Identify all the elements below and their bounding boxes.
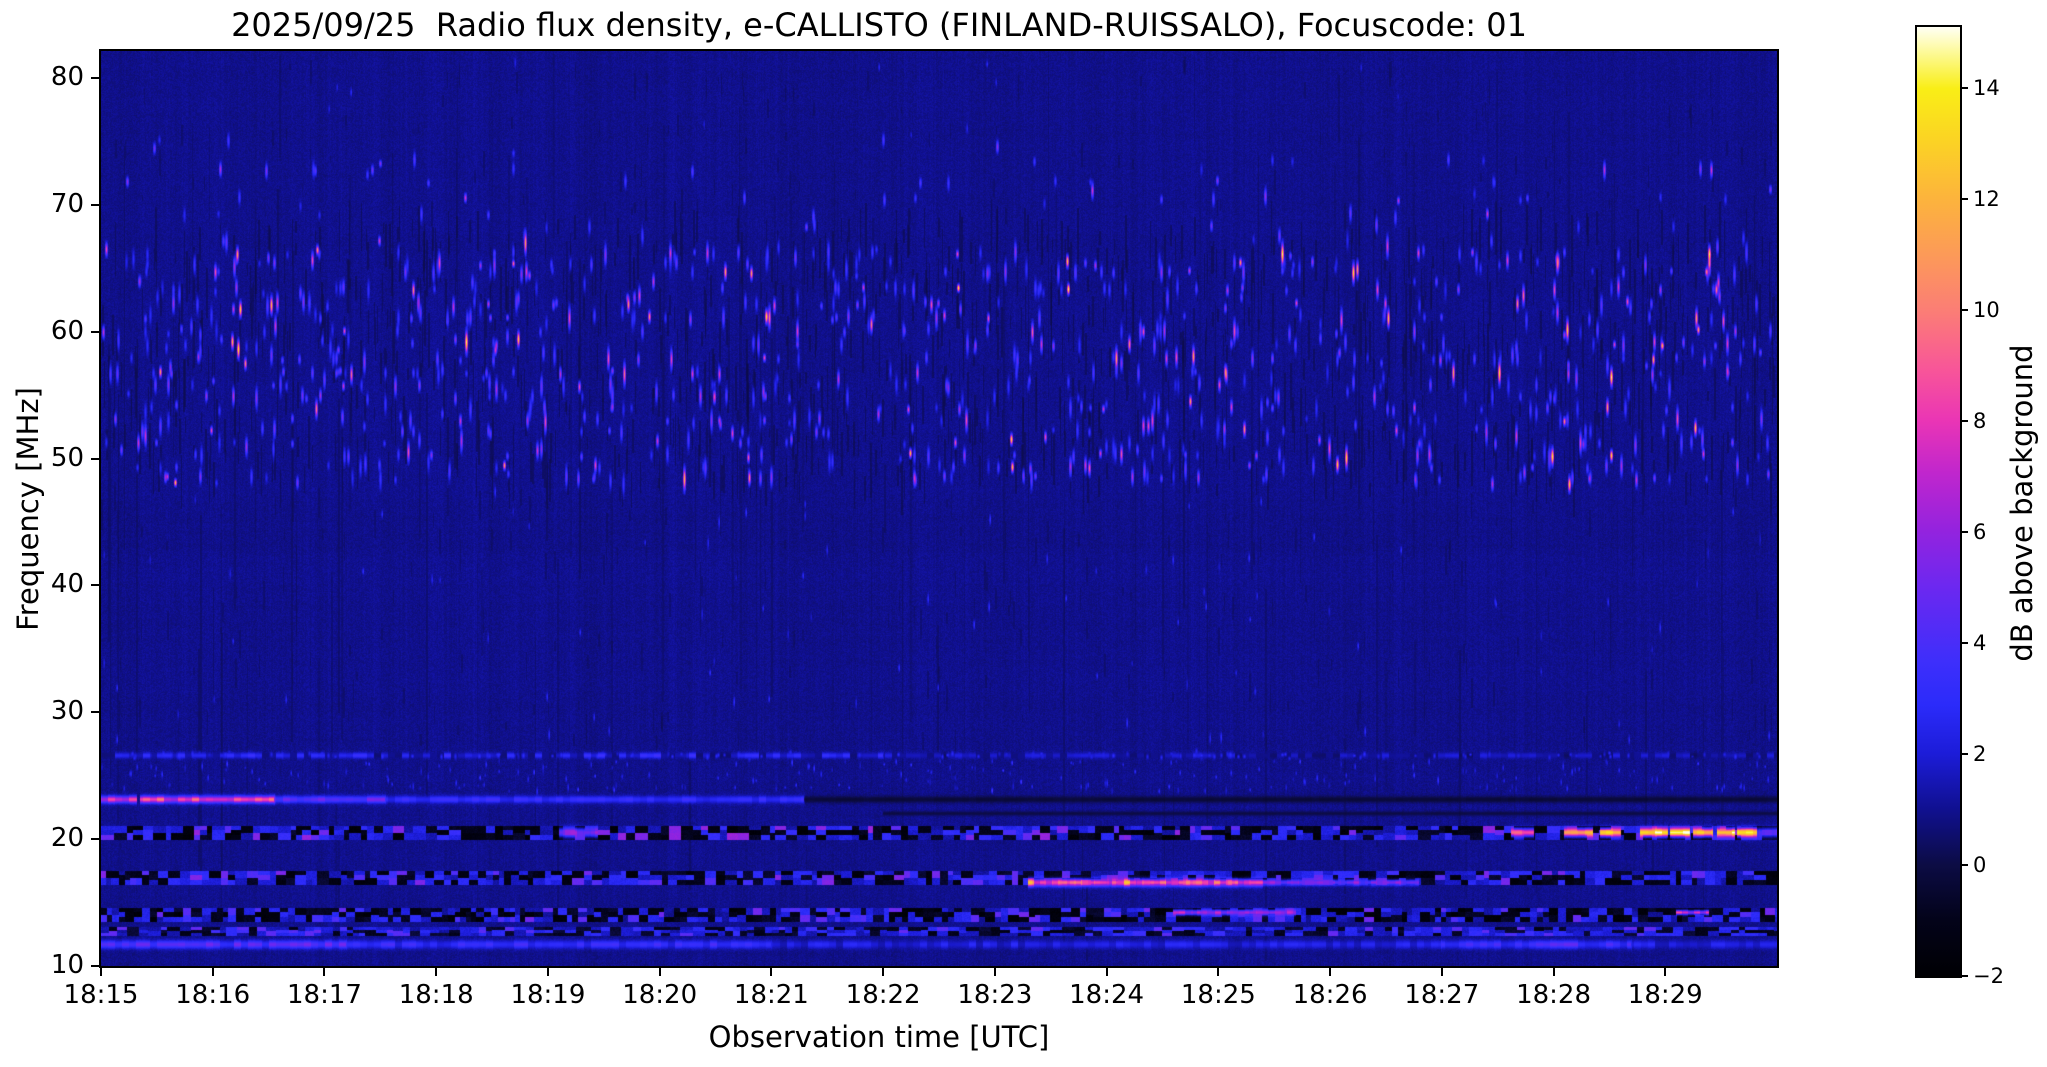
x-tick-mark [1664,966,1667,976]
colorbar-tick-label: −2 [1973,964,2004,988]
colorbar-label: dB above background [2005,344,2039,662]
colorbar-tick-mark [1960,309,1968,312]
x-tick-label: 18:20 [622,980,698,1010]
colorbar-tick-label: 2 [1973,742,1987,766]
y-tick-label: 10 [50,950,84,980]
x-tick-mark [100,966,102,976]
y-tick-mark [91,965,101,967]
colorbar-tick-label: 12 [1973,187,2000,212]
y-tick-mark [91,457,101,460]
colorbar-tick-mark [1960,642,1968,645]
x-tick-label: 18:28 [1516,980,1591,1010]
colorbar-tick-mark [1960,531,1968,534]
colorbar-tick-mark [1960,87,1968,90]
spectrogram-canvas [101,51,1777,966]
plot-title: 2025/09/25 Radio flux density, e-CALLIST… [231,6,1527,44]
x-tick-mark [211,966,214,976]
x-tick-label: 18:18 [398,980,474,1010]
colorbar-tick-mark [1960,975,1968,977]
y-tick-label: 30 [50,696,84,727]
y-tick-label: 60 [50,315,84,346]
x-tick-label: 18:17 [286,980,362,1010]
x-tick-label: 18:23 [957,980,1033,1010]
colorbar-frame [1915,25,1962,978]
y-axis-label: Frequency [MHz] [11,387,45,631]
y-tick-mark [91,584,101,587]
x-tick-mark [323,966,326,976]
x-tick-label: 18:24 [1069,980,1145,1010]
colorbar-tick-label: 10 [1973,298,2000,323]
x-tick-label: 18:19 [510,980,586,1010]
x-tick-mark [882,966,885,976]
y-tick-mark [91,203,101,206]
colorbar-tick-label: 14 [1973,76,2000,101]
x-tick-mark [1217,966,1220,976]
x-tick-label: 18:26 [1292,980,1368,1010]
x-tick-mark [1105,966,1108,976]
x-tick-label: 18:21 [733,980,809,1010]
y-tick-mark [91,838,101,841]
colorbar-tick-label: 4 [1973,631,1987,656]
x-tick-mark [1440,966,1443,976]
colorbar-tick-label: 0 [1973,853,1987,877]
x-tick-label: 18:27 [1404,980,1480,1010]
y-tick-mark [91,77,101,80]
colorbar-tick-mark [1960,753,1968,755]
x-tick-mark [993,966,996,976]
x-axis-label: Observation time [UTC] [708,1020,1050,1054]
y-tick-label: 40 [50,569,84,600]
y-tick-label: 50 [50,442,84,473]
x-tick-mark [546,966,549,976]
colorbar-tick-mark [1960,420,1968,423]
x-tick-label: 18:15 [63,980,139,1010]
colorbar-tick-mark [1960,864,1968,866]
y-tick-label: 80 [50,62,84,93]
colorbar-tick-mark [1960,198,1968,201]
y-tick-label: 70 [50,188,84,219]
x-tick-label: 18:22 [845,980,921,1010]
x-tick-label: 18:16 [175,980,251,1010]
x-tick-mark [658,966,661,976]
colorbar-tick-label: 8 [1973,409,1987,434]
x-tick-label: 18:25 [1180,980,1256,1010]
x-tick-label: 18:29 [1627,980,1703,1010]
x-tick-mark [1552,966,1555,976]
y-tick-mark [91,330,101,333]
y-tick-label: 20 [50,823,84,854]
colorbar-tick-label: 6 [1973,520,1987,545]
y-tick-mark [91,711,101,714]
x-tick-mark [1329,966,1332,976]
x-tick-mark [435,966,438,976]
plot-frame [99,49,1779,968]
colorbar-gradient [1917,27,1960,976]
x-tick-mark [770,966,773,976]
